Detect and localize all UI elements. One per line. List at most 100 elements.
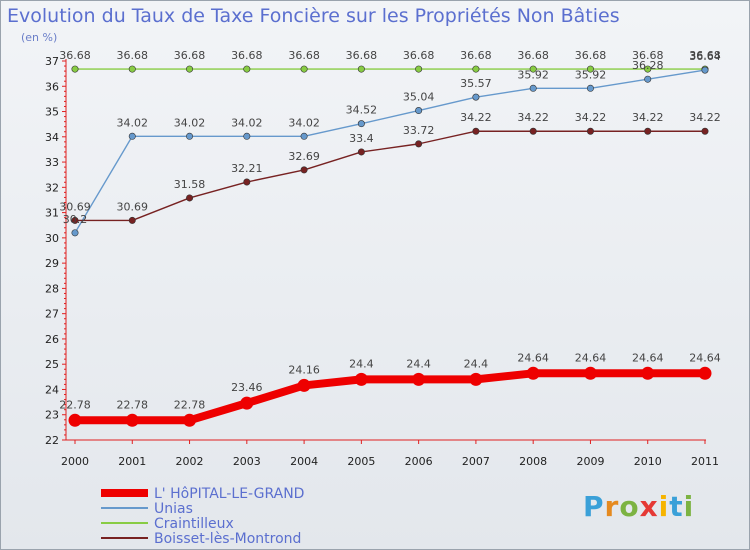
chart-title: Evolution du Taux de Taxe Foncière sur l… xyxy=(7,5,620,27)
data-point xyxy=(354,372,368,386)
data-label: 34.02 xyxy=(288,116,320,129)
data-label: 36.68 xyxy=(346,49,378,62)
data-label: 22.78 xyxy=(174,398,206,411)
data-label: 36.68 xyxy=(575,49,607,62)
data-label: 34.02 xyxy=(231,116,263,129)
data-point xyxy=(186,132,194,140)
legend-item: Unias xyxy=(154,501,193,517)
data-label: 22.78 xyxy=(59,398,91,411)
data-point xyxy=(186,194,194,202)
x-tick-label: 2010 xyxy=(634,455,662,468)
data-label: 24.64 xyxy=(689,351,721,364)
data-label: 34.02 xyxy=(174,116,206,129)
series-line xyxy=(74,69,706,234)
data-label: 36.68 xyxy=(288,49,320,62)
x-tick-label: 2003 xyxy=(233,455,261,468)
data-point xyxy=(243,65,251,73)
data-point xyxy=(68,413,82,427)
data-point xyxy=(357,65,365,73)
y-tick-label: 29 xyxy=(45,257,59,270)
data-label: 34.02 xyxy=(117,116,149,129)
data-label: 30.69 xyxy=(117,200,149,213)
data-point xyxy=(641,366,655,380)
x-tick-label: 2011 xyxy=(691,455,719,468)
data-point xyxy=(529,84,537,92)
data-point xyxy=(469,372,483,386)
data-point xyxy=(71,65,79,73)
data-label: 35.57 xyxy=(460,77,492,90)
x-tick-label: 2007 xyxy=(462,455,490,468)
y-tick-label: 26 xyxy=(45,333,59,346)
data-label: 31.58 xyxy=(174,178,206,191)
y-tick-label: 31 xyxy=(45,207,59,220)
data-point xyxy=(128,65,136,73)
data-point xyxy=(526,366,540,380)
data-label: 30.69 xyxy=(59,200,91,213)
legend-item: Craintilleux xyxy=(154,516,234,532)
data-label: 24.64 xyxy=(575,351,607,364)
data-label: 34.22 xyxy=(460,111,492,124)
proxiti-logo: Proxiti xyxy=(583,490,695,523)
data-point xyxy=(644,75,652,83)
data-point xyxy=(128,216,136,224)
data-point xyxy=(412,372,426,386)
data-label: 34.22 xyxy=(575,111,607,124)
data-label: 30.2 xyxy=(63,213,88,226)
y-tick-label: 28 xyxy=(45,282,59,295)
data-point xyxy=(128,132,136,140)
legend-item: Boisset-lès-Montrond xyxy=(154,531,301,547)
data-label: 36.28 xyxy=(632,59,664,72)
data-label: 22.78 xyxy=(117,398,149,411)
data-point xyxy=(586,65,594,73)
data-point xyxy=(415,140,423,148)
data-label: 33.72 xyxy=(403,124,435,137)
data-label: 36.68 xyxy=(59,49,91,62)
data-label: 35.92 xyxy=(517,68,549,81)
x-tick-label: 2009 xyxy=(576,455,604,468)
y-tick-label: 25 xyxy=(45,358,59,371)
data-label: 33.4 xyxy=(349,132,374,145)
y-unit-label: (en %) xyxy=(21,31,58,44)
y-tick-label: 36 xyxy=(45,80,59,93)
data-point xyxy=(243,178,251,186)
series-line xyxy=(75,369,705,425)
x-tick-label: 2006 xyxy=(405,455,433,468)
data-point xyxy=(125,413,139,427)
data-label: 35.92 xyxy=(575,68,607,81)
legend-item: L' HôPITAL-LE-GRAND xyxy=(154,486,304,502)
data-point xyxy=(300,166,308,174)
data-point xyxy=(472,65,480,73)
data-label: 24.64 xyxy=(632,351,664,364)
y-tick-label: 32 xyxy=(45,181,59,194)
data-label: 36.68 xyxy=(517,49,549,62)
y-tick-label: 22 xyxy=(45,434,59,447)
data-point xyxy=(701,66,709,74)
data-point xyxy=(243,132,251,140)
data-label: 36.68 xyxy=(632,49,664,62)
data-point xyxy=(415,65,423,73)
y-tick-label: 23 xyxy=(45,409,59,422)
data-point xyxy=(644,65,652,73)
x-tick-label: 2004 xyxy=(290,455,318,468)
data-point xyxy=(644,127,652,135)
data-label: 36.68 xyxy=(460,49,492,62)
data-point xyxy=(71,229,79,237)
series-line xyxy=(75,130,705,222)
y-tick-label: 27 xyxy=(45,308,59,321)
data-point xyxy=(698,366,712,380)
data-label: 34.52 xyxy=(346,104,378,117)
data-label: 23.46 xyxy=(231,381,263,394)
data-label: 36.68 xyxy=(403,49,435,62)
data-point xyxy=(183,413,197,427)
data-point xyxy=(583,366,597,380)
data-point xyxy=(529,127,537,135)
y-tick-label: 34 xyxy=(45,131,59,144)
data-label: 32.69 xyxy=(288,150,320,163)
data-label: 36.68 xyxy=(174,49,206,62)
data-label: 24.64 xyxy=(517,351,549,364)
data-label: 36.68 xyxy=(689,49,721,62)
data-label: 24.4 xyxy=(349,357,374,370)
data-label: 24.4 xyxy=(464,357,489,370)
